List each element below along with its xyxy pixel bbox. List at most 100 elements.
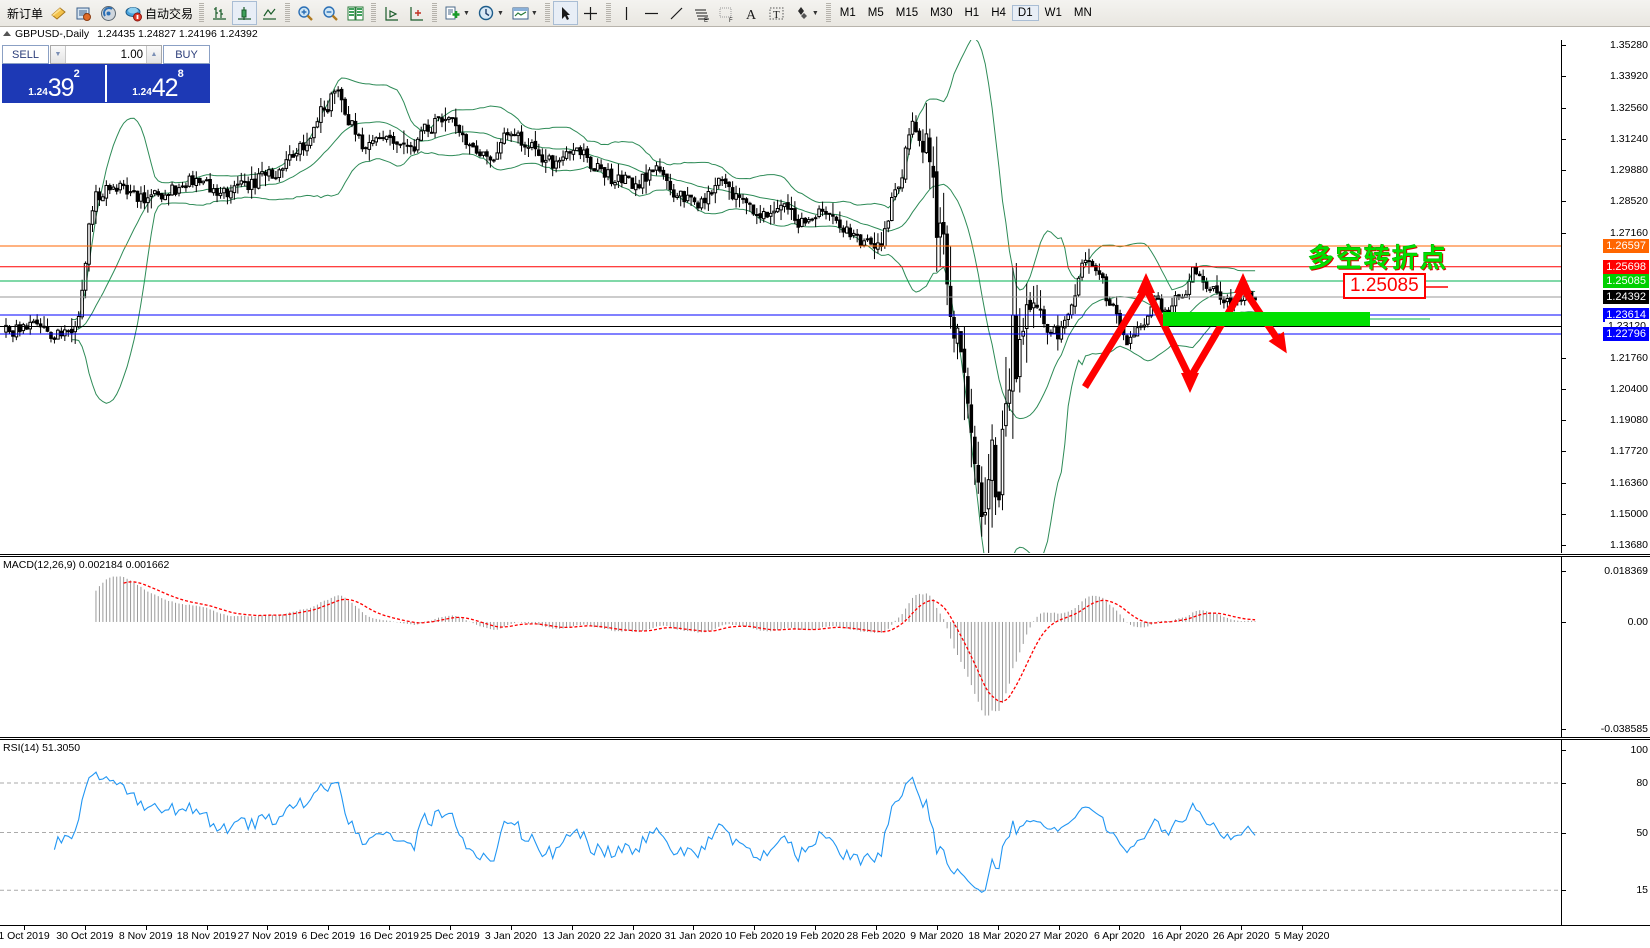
rsi-plot-area[interactable] — [0, 740, 1562, 926]
price-level-label[interactable]: 1.23614 — [1603, 308, 1649, 323]
timeframe-h1[interactable]: H1 — [964, 7, 980, 19]
indicators-icon[interactable]: ▼ — [440, 2, 474, 24]
chevron-down-icon[interactable]: ▼ — [496, 9, 504, 17]
trend-line-icon[interactable] — [664, 2, 689, 24]
sell-button[interactable]: SELL — [2, 45, 49, 64]
y-axis-tick: 1.32560 — [1610, 101, 1648, 114]
y-tick-mark — [1562, 783, 1566, 784]
x-tick-mark — [510, 926, 512, 930]
buy-price-cell[interactable]: 1.24 42 8 — [105, 65, 209, 102]
y-axis-tick: 1.29880 — [1610, 164, 1648, 176]
x-tick-mark — [84, 926, 86, 930]
price-y-axis[interactable]: 1.35280 1.33920 1.32560 1.31240 1.29880 1.285… — [1561, 39, 1650, 553]
x-tick-mark — [1058, 926, 1060, 930]
y-tick-mark — [1562, 76, 1566, 78]
x-tick-mark — [24, 926, 25, 930]
chevron-down-icon[interactable]: ▼ — [530, 9, 538, 17]
bar-chart-icon[interactable] — [207, 2, 232, 24]
buy-button[interactable]: BUY — [163, 45, 210, 64]
annotation-text: 多空转折点 — [1308, 244, 1449, 274]
main-toolbar: 新订单 自动交易 ▼ — [0, 0, 1650, 27]
news-icon[interactable] — [71, 2, 96, 24]
y-axis-tick: 1.33920 — [1610, 70, 1648, 83]
periods-icon[interactable]: ▼ — [474, 2, 508, 24]
rsi-y-axis[interactable]: 100 80 50 15 — [1561, 740, 1650, 926]
volume-input[interactable]: 1.00 — [120, 48, 143, 61]
y-axis-tick: 0.00 — [1627, 615, 1648, 628]
price-level-label[interactable]: 1.25698 — [1603, 259, 1649, 274]
text-label-icon[interactable]: T — [764, 2, 789, 24]
y-tick-mark — [1562, 107, 1566, 109]
timeframe-w1[interactable]: W1 — [1044, 7, 1062, 19]
x-axis-date-label: 1 Oct 2019 — [0, 930, 50, 942]
vertical-line-icon[interactable] — [614, 2, 639, 24]
line-chart-icon[interactable] — [257, 2, 282, 24]
text-icon[interactable]: A — [739, 2, 764, 24]
y-axis-tick: 1.15000 — [1610, 508, 1648, 521]
chart-shift-icon[interactable] — [404, 2, 429, 24]
cursor-icon[interactable] — [552, 1, 578, 25]
macd-y-axis[interactable]: 0.018369 0.00 -0.038585 — [1561, 557, 1650, 737]
x-tick-mark — [1180, 926, 1182, 930]
zoom-in-icon[interactable] — [293, 2, 318, 24]
x-axis-date-label: 9 Mar 2020 — [910, 930, 964, 942]
zoom-out-icon[interactable] — [318, 2, 343, 24]
x-tick-mark — [1119, 926, 1121, 930]
templates-icon[interactable]: ▼ — [508, 2, 542, 24]
buy-price-sup: 8 — [177, 68, 184, 80]
chevron-down-icon[interactable]: ▼ — [463, 9, 470, 17]
sell-price-cell[interactable]: 1.24 39 2 — [3, 65, 105, 102]
horizontal-line-icon[interactable] — [639, 2, 664, 24]
spinner-up-icon[interactable]: ▲ — [146, 46, 161, 63]
price-level-label[interactable]: 1.25085 — [1603, 273, 1649, 288]
timeframe-m1[interactable]: M1 — [839, 7, 856, 19]
autotrade-button[interactable]: 自动交易 — [121, 2, 196, 24]
candlestick-icon[interactable] — [232, 1, 258, 25]
timeframe-d1[interactable]: D1 — [1011, 5, 1039, 21]
timeframe-m5[interactable]: M5 — [867, 7, 884, 19]
price-plot-area[interactable] — [0, 40, 1562, 553]
rsi-label: RSI(14) 51.3050 — [3, 742, 81, 754]
volume-stepper[interactable]: ▼ 1.00 ▲ — [50, 45, 162, 64]
channel-icon[interactable]: F — [714, 2, 739, 24]
chevron-down-icon[interactable]: ▼ — [811, 9, 819, 17]
x-axis-date-label: 13 Jan 2020 — [542, 930, 601, 942]
y-axis-tick: 1.27160 — [1610, 226, 1648, 239]
y-tick-mark — [1562, 571, 1566, 572]
y-axis-tick: 1.17720 — [1610, 445, 1648, 458]
x-axis-date-label: 25 Dec 2019 — [420, 930, 480, 942]
price-level-label[interactable]: 1.22796 — [1603, 326, 1649, 341]
y-axis-tick: 1.19080 — [1610, 414, 1648, 426]
crosshair-icon[interactable] — [578, 2, 603, 24]
toolbar-separator — [544, 3, 550, 23]
price-level-label[interactable]: 1.26597 — [1603, 238, 1649, 253]
y-axis-tick: 1.16360 — [1610, 476, 1648, 489]
symbol-header: GBPUSD-,Daily 1.24435 1.24827 1.24196 1.… — [0, 27, 1650, 41]
x-tick-mark — [876, 926, 877, 930]
macd-plot-area[interactable] — [0, 557, 1562, 737]
x-axis-date-label: 27 Mar 2020 — [1029, 930, 1089, 942]
collapse-triangle-icon[interactable] — [3, 31, 11, 36]
timeframe-m15[interactable]: M15 — [895, 7, 919, 19]
fibonacci-icon[interactable]: E — [689, 2, 714, 24]
auto-scroll-icon[interactable] — [379, 2, 404, 24]
lightning-icon[interactable] — [46, 2, 71, 24]
timeframe-h4[interactable]: H4 — [991, 7, 1006, 19]
shapes-icon[interactable]: ▼ — [789, 2, 823, 24]
timeframe-m30[interactable]: M30 — [930, 7, 953, 19]
oct-price-row: 1.24 39 2 1.24 42 8 — [2, 64, 210, 103]
spinner-down-icon[interactable]: ▼ — [51, 46, 66, 63]
new-order-button[interactable]: 新订单 — [7, 6, 44, 21]
timeframe-mn[interactable]: MN — [1073, 7, 1092, 19]
price-level-label[interactable]: 1.24392 — [1603, 290, 1649, 305]
x-tick-mark — [206, 926, 208, 930]
macd-chart-svg — [95, 576, 1256, 716]
sell-price-main: 39 — [47, 74, 75, 102]
x-tick-mark — [936, 926, 938, 930]
tile-windows-icon[interactable] — [343, 2, 368, 24]
signal-icon[interactable] — [96, 2, 121, 24]
x-tick-mark — [632, 926, 634, 930]
y-tick-mark — [1562, 170, 1566, 171]
y-tick-mark — [1562, 621, 1566, 623]
x-axis-date-label: 30 Oct 2019 — [56, 930, 114, 942]
